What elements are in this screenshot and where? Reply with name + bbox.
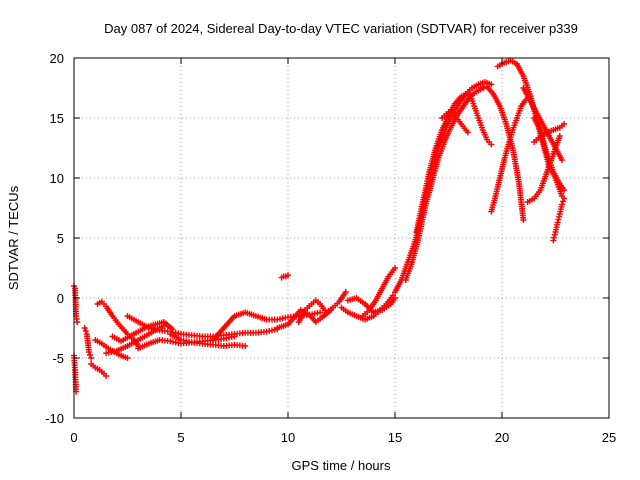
series-track-15 (295, 289, 349, 325)
series-track-18 (359, 265, 398, 319)
series-track-7 (103, 321, 170, 357)
y-axis-label: SDTVAR / TECUs (6, 185, 21, 290)
data-point (554, 219, 561, 226)
x-tick-labels: 0 5 10 15 20 25 (70, 430, 616, 445)
data-point (82, 328, 89, 334)
series-track-23 (466, 91, 495, 148)
data-point (558, 157, 565, 163)
series-track-13 (278, 272, 291, 281)
y-tick-label: 10 (50, 171, 64, 186)
y-tick-label: 20 (50, 51, 64, 66)
data-point (81, 325, 88, 331)
data-point (561, 187, 568, 193)
y-tick-label: 5 (57, 231, 64, 246)
x-tick-label: 20 (495, 430, 509, 445)
series-track-11 (167, 331, 249, 349)
y-tick-label: 15 (50, 111, 64, 126)
data-point (392, 265, 398, 271)
series-track-17 (344, 295, 398, 316)
data-point (464, 129, 471, 136)
x-tick-label: 25 (602, 430, 616, 445)
data-point (88, 355, 95, 361)
series-track-20 (402, 85, 486, 283)
data-point (285, 272, 291, 279)
axis-ticks (73, 57, 610, 419)
y-tick-label: -10 (45, 411, 64, 426)
data-point (556, 213, 563, 220)
series-track-24 (477, 83, 527, 223)
data-point (559, 198, 566, 205)
chart-title: Day 087 of 2024, Sidereal Day-to-day VTE… (104, 21, 578, 36)
data-point (103, 373, 110, 379)
data-point (551, 231, 558, 238)
series-track-22 (439, 109, 471, 136)
grid (74, 58, 609, 418)
data-point (488, 81, 495, 88)
data-point (550, 237, 557, 244)
data-point (74, 319, 81, 325)
data-point (85, 349, 92, 355)
data-point (520, 217, 527, 223)
data-point (124, 355, 131, 361)
series-track-2 (71, 352, 80, 395)
data-point (242, 343, 249, 349)
data-point (555, 216, 562, 223)
series-track-29 (531, 115, 568, 193)
y-tick-labels: -10 -5 0 5 10 15 20 (45, 51, 64, 426)
data-point (87, 352, 94, 358)
series-track-4 (88, 361, 110, 379)
data-point (556, 133, 563, 139)
data-point (488, 141, 495, 148)
x-axis-label: GPS time / hours (292, 458, 391, 473)
series-track-30 (531, 121, 568, 145)
series-track-19 (392, 79, 495, 295)
data-points (71, 57, 568, 395)
series-track-31 (550, 195, 568, 244)
x-tick-label: 5 (177, 430, 184, 445)
x-tick-label: 10 (281, 430, 295, 445)
series-track-25 (488, 93, 533, 215)
series-track-21 (413, 91, 471, 235)
series-track-1 (71, 283, 81, 325)
data-point (561, 195, 568, 202)
data-point (342, 289, 349, 295)
y-tick-label: -5 (52, 351, 64, 366)
data-point (231, 333, 238, 340)
series-track-3 (81, 325, 95, 361)
data-point (561, 121, 568, 127)
data-point (317, 309, 324, 316)
data-point (392, 295, 398, 301)
x-tick-label: 0 (70, 430, 77, 445)
data-point (558, 201, 565, 208)
data-point (551, 234, 558, 241)
y-tick-label: 0 (57, 291, 64, 306)
x-tick-label: 15 (388, 430, 402, 445)
